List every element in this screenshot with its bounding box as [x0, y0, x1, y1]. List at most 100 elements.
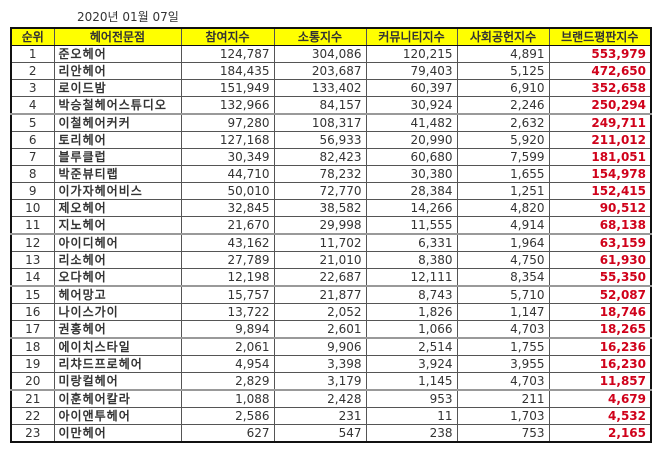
table-row: 7 블루클럽 30,349 82,423 60,680 7,599 181,051 — [10, 148, 652, 166]
cell-communication: 547 — [273, 424, 367, 443]
header-social: 사회공헌지수 — [456, 27, 550, 46]
cell-salon-name: 이만헤어 — [53, 424, 182, 443]
cell-social: 4,703 — [456, 372, 550, 391]
cell-community: 60,680 — [365, 148, 458, 166]
cell-salon-name: 블루클럽 — [53, 148, 182, 166]
cell-community: 11,555 — [365, 216, 458, 235]
table-row: 13 리소헤어 27,789 21,010 8,380 4,750 61,930 — [10, 251, 652, 269]
cell-communication: 2,601 — [273, 320, 367, 339]
cell-communication: 304,086 — [273, 45, 367, 63]
cell-social: 1,703 — [456, 407, 550, 425]
cell-community: 28,384 — [365, 182, 458, 200]
cell-community: 14,266 — [365, 199, 458, 217]
cell-participation: 151,949 — [180, 79, 275, 97]
cell-salon-name: 리챠드프로헤어 — [53, 355, 182, 373]
cell-participation: 43,162 — [180, 233, 275, 252]
cell-social: 1,964 — [456, 233, 550, 252]
cell-communication: 3,179 — [273, 372, 367, 391]
cell-participation: 627 — [180, 424, 275, 443]
cell-social: 5,125 — [456, 62, 550, 80]
cell-salon-name: 나이스가이 — [53, 303, 182, 321]
cell-communication: 2,052 — [273, 303, 367, 321]
cell-brand-index: 18,746 — [548, 303, 652, 321]
cell-brand-index: 352,658 — [548, 79, 652, 97]
cell-communication: 21,877 — [273, 285, 367, 304]
cell-salon-name: 이철헤어커커 — [53, 113, 182, 132]
table-row: 22 아이앤투헤어 2,586 231 11 1,703 4,532 — [10, 407, 652, 425]
cell-brand-index: 2,165 — [548, 424, 652, 443]
cell-rank: 9 — [10, 182, 55, 200]
cell-communication: 29,998 — [273, 216, 367, 235]
cell-social: 8,354 — [456, 268, 550, 287]
cell-participation: 30,349 — [180, 148, 275, 166]
cell-rank: 23 — [10, 424, 55, 443]
table-row: 5 이철헤어커커 97,280 108,317 41,482 2,632 249,711 — [10, 113, 652, 132]
cell-rank: 15 — [10, 285, 55, 304]
cell-salon-name: 이훈헤어칼라 — [53, 389, 182, 408]
table-row: 6 토리헤어 127,168 56,933 20,990 5,920 211,012 — [10, 131, 652, 149]
cell-brand-index: 152,415 — [548, 182, 652, 200]
table-row: 10 제오헤어 32,845 38,582 14,266 4,820 90,512 — [10, 199, 652, 217]
cell-participation: 9,894 — [180, 320, 275, 339]
cell-brand-index: 250,294 — [548, 96, 652, 115]
table-row: 11 지노헤어 21,670 29,998 11,555 4,914 68,138 — [10, 216, 652, 235]
cell-community: 30,924 — [365, 96, 458, 115]
table-row: 1 준오헤어 124,787 304,086 120,215 4,891 553,979 — [10, 45, 652, 63]
table-row: 4 박승철헤어스튜디오 132,966 84,157 30,924 2,246 250,29… — [10, 96, 652, 115]
cell-community: 120,215 — [365, 45, 458, 63]
cell-participation: 44,710 — [180, 165, 275, 183]
cell-salon-name: 리안헤어 — [53, 62, 182, 80]
cell-brand-index: 553,979 — [548, 45, 652, 63]
cell-salon-name: 권홍헤어 — [53, 320, 182, 339]
cell-communication: 38,582 — [273, 199, 367, 217]
cell-social: 2,632 — [456, 113, 550, 132]
cell-social: 4,750 — [456, 251, 550, 269]
cell-participation: 50,010 — [180, 182, 275, 200]
cell-rank: 22 — [10, 407, 55, 425]
cell-communication: 108,317 — [273, 113, 367, 132]
cell-rank: 19 — [10, 355, 55, 373]
table-row: 16 나이스가이 13,722 2,052 1,826 1,147 18,746 — [10, 303, 652, 321]
cell-community: 953 — [365, 389, 458, 408]
cell-community: 41,482 — [365, 113, 458, 132]
cell-communication: 82,423 — [273, 148, 367, 166]
cell-salon-name: 아이앤투헤어 — [53, 407, 182, 425]
cell-salon-name: 에이치스타일 — [53, 337, 182, 356]
cell-communication: 203,687 — [273, 62, 367, 80]
cell-participation: 12,198 — [180, 268, 275, 287]
table-row: 19 리챠드프로헤어 4,954 3,398 3,924 3,955 16,230 — [10, 355, 652, 373]
cell-participation: 97,280 — [180, 113, 275, 132]
cell-social: 5,920 — [456, 131, 550, 149]
header-participation: 참여지수 — [180, 27, 275, 46]
cell-community: 2,514 — [365, 337, 458, 356]
cell-communication: 56,933 — [273, 131, 367, 149]
cell-communication: 231 — [273, 407, 367, 425]
header-brand: 브랜드평판지수 — [548, 27, 652, 46]
cell-community: 1,826 — [365, 303, 458, 321]
table-row: 14 오다헤어 12,198 22,687 12,111 8,354 55,350 — [10, 268, 652, 287]
cell-brand-index: 18,265 — [548, 320, 652, 339]
cell-rank: 8 — [10, 165, 55, 183]
cell-communication: 3,398 — [273, 355, 367, 373]
cell-salon-name: 지노헤어 — [53, 216, 182, 235]
cell-brand-index: 16,236 — [548, 337, 652, 356]
cell-communication: 9,906 — [273, 337, 367, 356]
table-row: 20 미랑컬헤어 2,829 3,179 1,145 4,703 11,857 — [10, 372, 652, 391]
cell-brand-index: 4,679 — [548, 389, 652, 408]
cell-brand-index: 16,230 — [548, 355, 652, 373]
cell-rank: 20 — [10, 372, 55, 391]
cell-communication: 84,157 — [273, 96, 367, 115]
cell-salon-name: 토리헤어 — [53, 131, 182, 149]
cell-brand-index: 63,159 — [548, 233, 652, 252]
cell-community: 1,145 — [365, 372, 458, 391]
cell-social: 1,251 — [456, 182, 550, 200]
cell-rank: 18 — [10, 337, 55, 356]
cell-community: 3,924 — [365, 355, 458, 373]
cell-social: 211 — [456, 389, 550, 408]
cell-community: 12,111 — [365, 268, 458, 287]
table-row: 17 권홍헤어 9,894 2,601 1,066 4,703 18,265 — [10, 320, 652, 339]
cell-social: 4,820 — [456, 199, 550, 217]
cell-brand-index: 211,012 — [548, 131, 652, 149]
cell-community: 238 — [365, 424, 458, 443]
cell-social: 3,955 — [456, 355, 550, 373]
